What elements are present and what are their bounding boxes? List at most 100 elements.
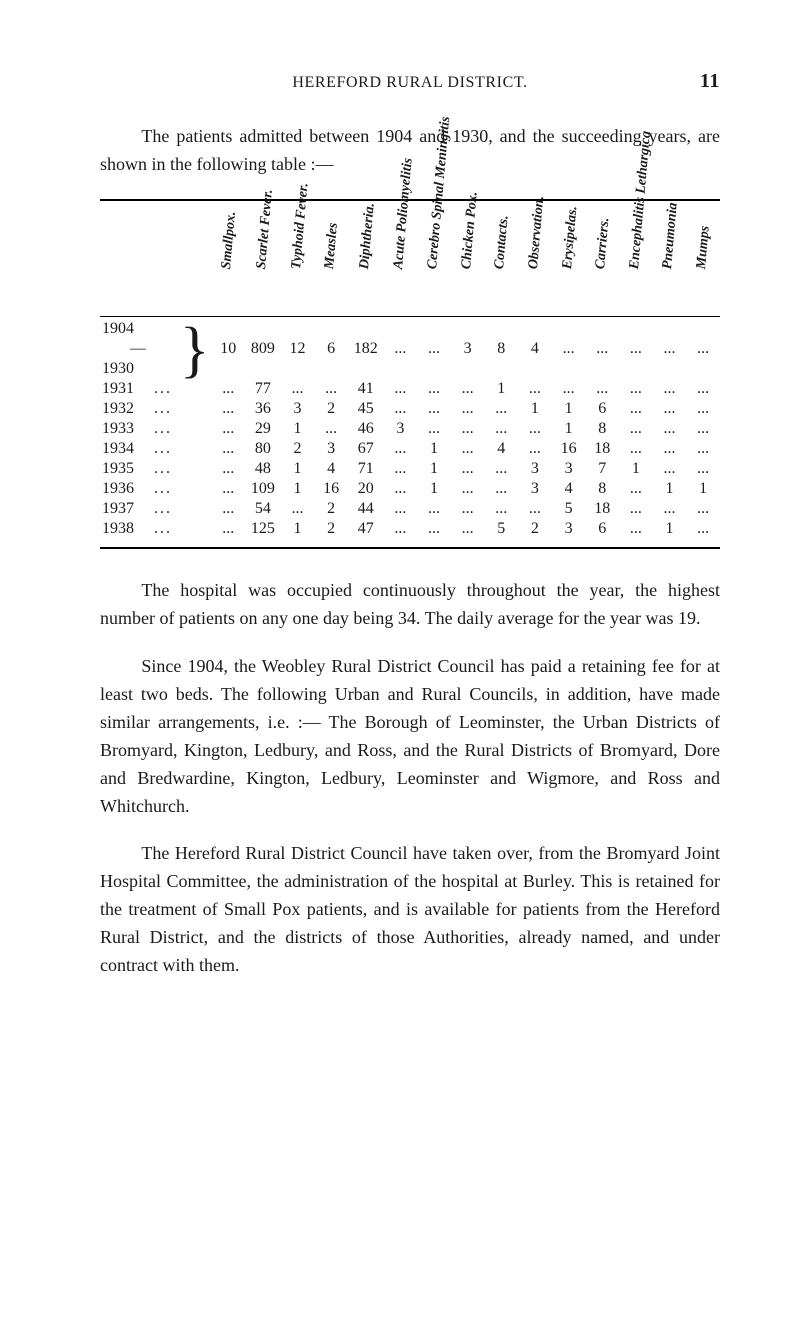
cell: 3 xyxy=(552,459,586,479)
cell: ... xyxy=(384,399,418,419)
cell: ... xyxy=(686,499,720,519)
cell: 36 xyxy=(245,399,281,419)
cell: 1 xyxy=(281,479,315,499)
cell: ... xyxy=(451,399,485,419)
cell: ... xyxy=(451,379,485,399)
cell: ... xyxy=(314,419,348,439)
cell: 809 xyxy=(245,319,281,379)
cell: 1 xyxy=(653,479,687,499)
cell: 12 xyxy=(281,319,315,379)
cell: 3 xyxy=(518,459,552,479)
cell: ... xyxy=(484,459,518,479)
cell: ... xyxy=(552,319,586,379)
cell: 6 xyxy=(585,399,619,419)
cell: 1 xyxy=(619,459,653,479)
cell: 18 xyxy=(585,439,619,459)
cell: ... xyxy=(619,419,653,439)
stub-year: 1937... xyxy=(100,499,211,519)
cell: 1 xyxy=(417,479,451,499)
cell: 2 xyxy=(518,519,552,539)
cell: ... xyxy=(451,419,485,439)
cell: 67 xyxy=(348,439,384,459)
cell: ... xyxy=(451,479,485,499)
cell: ... xyxy=(417,519,451,539)
cell: ... xyxy=(451,499,485,519)
stub-year: 1935... xyxy=(100,459,211,479)
cell: ... xyxy=(686,399,720,419)
cell: 10 xyxy=(211,319,245,379)
cell: ... xyxy=(417,319,451,379)
col-mumps: Mumps xyxy=(686,203,720,317)
cell: ... xyxy=(417,499,451,519)
col-carriers: Carriers. xyxy=(585,203,619,317)
cell: 3 xyxy=(518,479,552,499)
cell: 3 xyxy=(281,399,315,419)
cell: ... xyxy=(417,419,451,439)
table-row: 1935......481471...1......3371...... xyxy=(100,459,720,479)
table-row: 1932......363245............116......... xyxy=(100,399,720,419)
cell: ... xyxy=(211,519,245,539)
table-row: 1938......1251247.........5236...1... xyxy=(100,519,720,539)
col-encephalitis: Encephalitis Lethargica xyxy=(619,203,653,317)
col-meningitis: Cerebro Spinal Meningitis xyxy=(417,203,451,317)
table-row: 1904 } 10 809 12 6 182 ... ... 3 8 4 ...… xyxy=(100,319,720,339)
cell: ... xyxy=(384,499,418,519)
stub-year: 1934... xyxy=(100,439,211,459)
cell: 18 xyxy=(585,499,619,519)
cell: 125 xyxy=(245,519,281,539)
cell: 20 xyxy=(348,479,384,499)
cell: ... xyxy=(384,479,418,499)
cell: 3 xyxy=(451,319,485,379)
cell: 1 xyxy=(281,459,315,479)
cell: ... xyxy=(653,499,687,519)
cell: ... xyxy=(585,379,619,399)
cell: 4 xyxy=(518,319,552,379)
brace-icon: } xyxy=(178,321,212,381)
cell: ... xyxy=(484,419,518,439)
cell: 1 xyxy=(484,379,518,399)
cell: ... xyxy=(619,499,653,519)
cell: 16 xyxy=(314,479,348,499)
cell: 1 xyxy=(518,399,552,419)
cell: 4 xyxy=(552,479,586,499)
cell: 2 xyxy=(314,499,348,519)
cell: ... xyxy=(585,319,619,379)
running-title: HEREFORD RURAL DISTRICT. xyxy=(132,74,688,92)
para-weobley: Since 1904, the Weobley Rural District C… xyxy=(100,653,720,820)
cell: ... xyxy=(653,419,687,439)
cell: 8 xyxy=(585,419,619,439)
cell: ... xyxy=(484,399,518,419)
stub-year: 1936... xyxy=(100,479,211,499)
col-scarlet: Scarlet Fever. xyxy=(245,203,281,317)
stub-dash: — xyxy=(100,339,178,359)
cell: 5 xyxy=(484,519,518,539)
stub-year: 1938... xyxy=(100,519,211,539)
cell: 1 xyxy=(686,479,720,499)
cell: ... xyxy=(384,459,418,479)
cell: ... xyxy=(211,499,245,519)
cell: ... xyxy=(518,439,552,459)
cell: 4 xyxy=(314,459,348,479)
cell: 3 xyxy=(314,439,348,459)
col-measles: Measles xyxy=(314,203,348,317)
cell: 6 xyxy=(314,319,348,379)
cell: 1 xyxy=(281,519,315,539)
cell: 1 xyxy=(417,439,451,459)
cell: 44 xyxy=(348,499,384,519)
cell: ... xyxy=(653,379,687,399)
cell: 2 xyxy=(314,399,348,419)
cell: ... xyxy=(281,379,315,399)
cell: 80 xyxy=(245,439,281,459)
para-hereford: The Hereford Rural District Council have… xyxy=(100,840,720,979)
stub-1930: 1930 xyxy=(100,359,178,379)
cell: 77 xyxy=(245,379,281,399)
col-diphtheria: Diphtheria. xyxy=(348,203,384,317)
running-head: HEREFORD RURAL DISTRICT. 11 xyxy=(100,70,720,93)
para-hospital: The hospital was occupied continuously t… xyxy=(100,577,720,633)
cell: ... xyxy=(314,379,348,399)
cell: ... xyxy=(619,379,653,399)
cell: 1 xyxy=(552,419,586,439)
cell: ... xyxy=(653,319,687,379)
cell: ... xyxy=(484,479,518,499)
cell: ... xyxy=(686,419,720,439)
